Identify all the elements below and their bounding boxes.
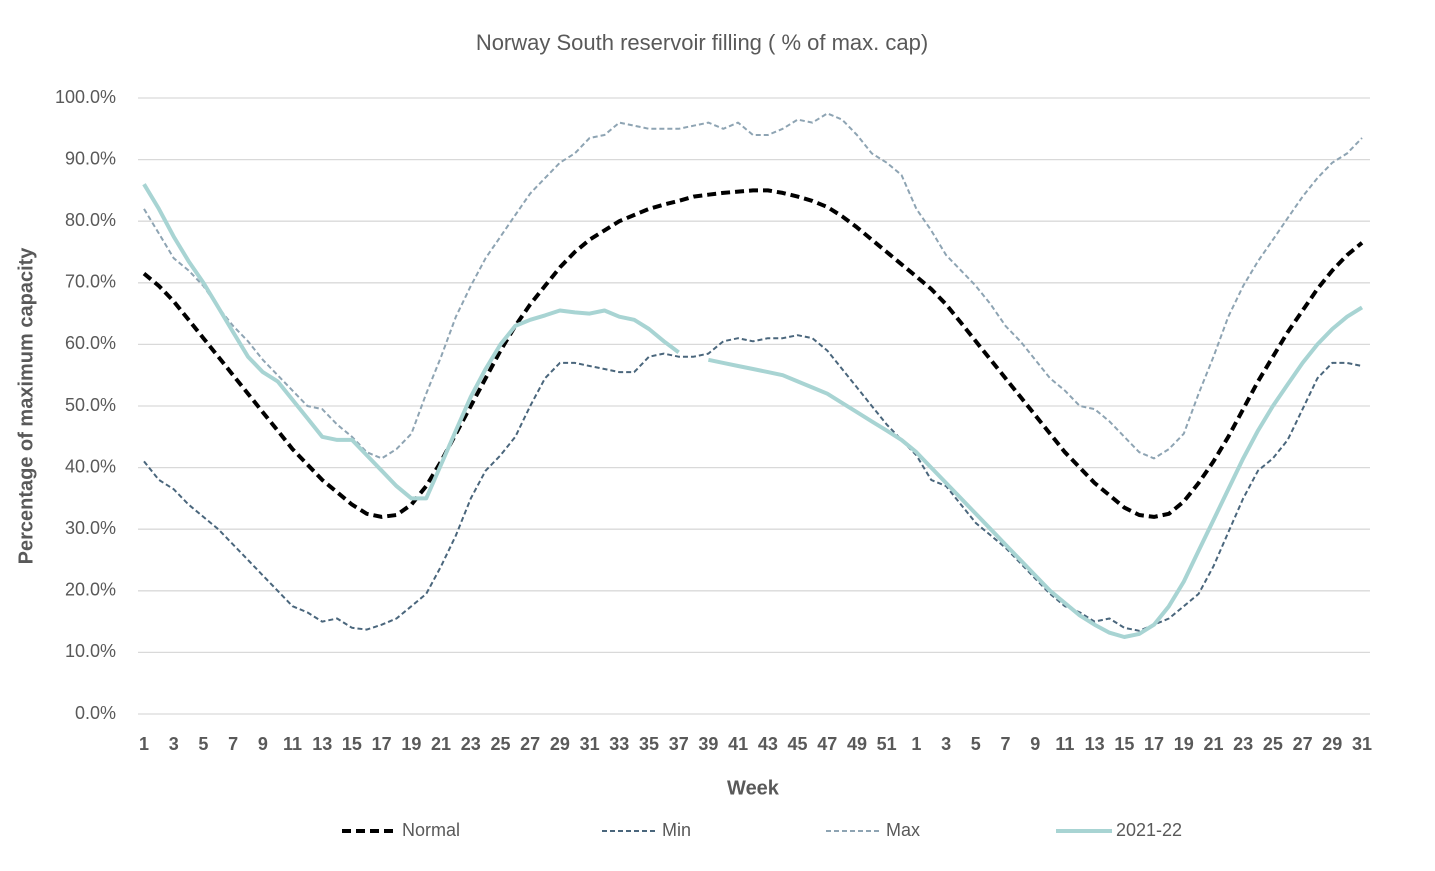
- series-line: [143, 112, 1363, 460]
- x-tick-label: 49: [847, 734, 867, 754]
- chart-title: Norway South reservoir filling ( % of ma…: [476, 30, 928, 55]
- x-tick-label: 3: [941, 734, 951, 754]
- x-tick-label: 17: [1144, 734, 1164, 754]
- x-axis-title: Week: [727, 777, 780, 799]
- x-tick-label: 7: [1001, 734, 1011, 754]
- y-tick-label: 100.0%: [55, 87, 116, 107]
- x-tick-label: 25: [490, 734, 510, 754]
- x-tick-label: 5: [971, 734, 981, 754]
- legend-label: Min: [662, 820, 691, 840]
- series-line: [142, 188, 1364, 519]
- x-tick-label: 1: [911, 734, 921, 754]
- x-tick-label: 9: [258, 734, 268, 754]
- x-tick-label: 15: [1114, 734, 1134, 754]
- x-tick-label: 35: [639, 734, 659, 754]
- x-tick-label: 19: [401, 734, 421, 754]
- x-tick-label: 1: [139, 734, 149, 754]
- x-tick-label: 11: [1055, 734, 1074, 754]
- y-tick-label: 10.0%: [65, 641, 116, 661]
- x-tick-label: 23: [461, 734, 481, 754]
- y-tick-label: 80.0%: [65, 210, 116, 230]
- x-tick-label: 25: [1263, 734, 1283, 754]
- x-tick-label: 43: [758, 734, 778, 754]
- y-tick-label: 70.0%: [65, 272, 116, 292]
- legend-label: 2021-22: [1116, 820, 1182, 840]
- y-tick-label: 30.0%: [65, 518, 116, 538]
- legend-label: Normal: [402, 820, 460, 840]
- y-tick-label: 60.0%: [65, 333, 116, 353]
- x-tick-label: 21: [431, 734, 451, 754]
- series-line: [707, 305, 1364, 639]
- y-tick-label: 50.0%: [65, 395, 116, 415]
- y-tick-label: 20.0%: [65, 580, 116, 600]
- x-tick-label: 13: [312, 734, 332, 754]
- x-tick-label: 31: [1352, 734, 1372, 754]
- series-line: [142, 183, 680, 501]
- x-tick-label: 47: [817, 734, 837, 754]
- x-tick-label: 23: [1233, 734, 1253, 754]
- x-tick-label: 21: [1203, 734, 1223, 754]
- y-tick-label: 40.0%: [65, 456, 116, 476]
- x-tick-label: 33: [609, 734, 629, 754]
- x-tick-label: 13: [1085, 734, 1105, 754]
- x-tick-label: 15: [342, 734, 362, 754]
- x-tick-label: 17: [372, 734, 392, 754]
- x-tick-label: 9: [1030, 734, 1040, 754]
- y-axis-title: Percentage of maximum capacity: [15, 247, 37, 565]
- x-tick-label: 5: [198, 734, 208, 754]
- y-tick-label: 90.0%: [65, 148, 116, 168]
- x-tick-label: 29: [1322, 734, 1342, 754]
- x-tick-label: 37: [669, 734, 689, 754]
- x-tick-label: 31: [580, 734, 600, 754]
- x-tick-label: 39: [698, 734, 718, 754]
- x-tick-label: 27: [1293, 734, 1313, 754]
- x-tick-label: 7: [228, 734, 238, 754]
- legend-label: Max: [886, 820, 920, 840]
- x-tick-label: 29: [550, 734, 570, 754]
- series-line: [143, 334, 1363, 632]
- x-tick-label: 27: [520, 734, 540, 754]
- x-tick-label: 3: [169, 734, 179, 754]
- x-tick-label: 41: [728, 734, 748, 754]
- x-tick-label: 51: [877, 734, 897, 754]
- y-tick-label: 0.0%: [75, 703, 116, 723]
- x-tick-label: 45: [788, 734, 808, 754]
- x-tick-label: 11: [283, 734, 302, 754]
- x-tick-label: 19: [1174, 734, 1194, 754]
